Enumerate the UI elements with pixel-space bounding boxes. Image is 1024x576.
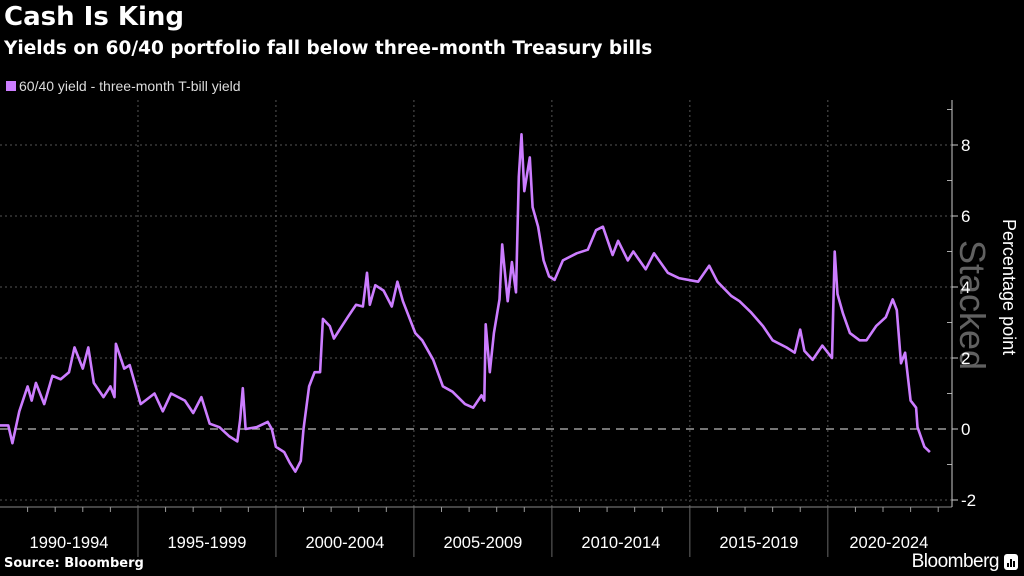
chart-title: Cash Is King	[4, 2, 185, 32]
y-tick-label: -2	[961, 491, 976, 510]
y-axis-label: Percentage point	[999, 219, 1019, 355]
y-tick-label: 0	[961, 420, 970, 439]
bloomberg-chart-icon	[1004, 554, 1018, 570]
x-category-label: 2015-2019	[719, 534, 798, 552]
legend-label: 60/40 yield - three-month T-bill yield	[19, 78, 241, 94]
x-category-label: 2000-2004	[305, 534, 384, 552]
y-tick-label: 4	[961, 278, 970, 297]
y-tick-label: 8	[961, 136, 970, 155]
source-note: Source: Bloomberg	[4, 556, 144, 571]
watermark-text: Stacked	[952, 240, 993, 370]
logo-text: Bloomberg	[911, 551, 1000, 572]
x-category-label: 1990-1994	[30, 534, 109, 552]
x-category-label: 2010-2014	[581, 534, 660, 552]
bloomberg-logo: Bloomberg	[912, 551, 1018, 573]
x-category-label: 2020-2024	[849, 534, 928, 552]
y-tick-label: 6	[961, 207, 970, 226]
x-category-label: 2005-2009	[443, 534, 522, 552]
gridlines	[0, 100, 952, 507]
y-tick-label: 2	[961, 349, 970, 368]
x-category-label: 1995-1999	[167, 534, 246, 552]
series-line	[0, 133, 931, 473]
x-axis: 1990-1994 1995-1999 2000-2004 2005-2009 2010…	[0, 506, 952, 557]
legend-swatch	[6, 81, 16, 91]
y-axis: -2 0 2 4 6 8	[947, 100, 976, 510]
chart-subtitle: Yields on 60/40 portfolio fall below thr…	[4, 38, 653, 59]
legend: 60/40 yield - three-month T-bill yield	[6, 78, 241, 94]
